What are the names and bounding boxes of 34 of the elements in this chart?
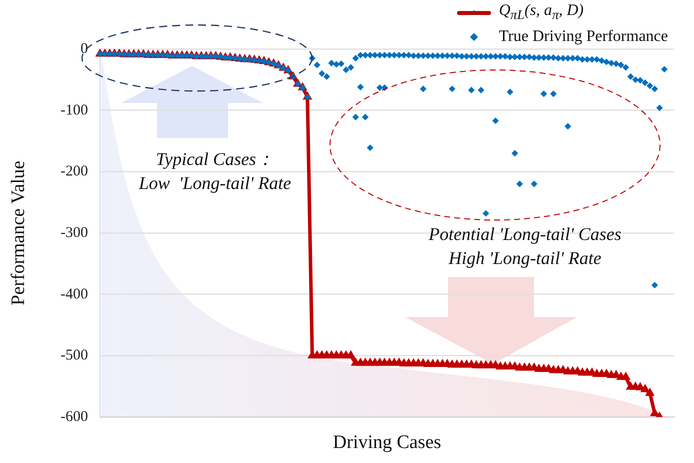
y-tick-label: -500	[60, 348, 88, 364]
point	[352, 114, 359, 120]
legend-label: Q$_{πL}$(s, a$_{π}$, D)	[498, 1, 584, 24]
point	[366, 144, 374, 152]
point	[540, 90, 548, 98]
point	[362, 114, 369, 120]
point	[651, 282, 658, 288]
point	[506, 88, 514, 96]
point	[661, 66, 668, 73]
point	[448, 86, 456, 92]
annotation: Typical Cases： Low 'Long-tail' Rate	[138, 148, 292, 195]
point	[530, 180, 538, 188]
legend-label: True Driving Performance	[498, 27, 668, 48]
y-tick-label: -400	[60, 286, 88, 302]
point	[516, 180, 523, 188]
point	[512, 150, 518, 157]
point	[492, 117, 499, 124]
point	[656, 104, 663, 112]
y-tick-label: -600	[60, 408, 88, 425]
y-tick-label: -300	[60, 224, 88, 241]
point	[357, 84, 364, 90]
x-axis-title: Driving Cases	[332, 432, 442, 454]
point	[420, 86, 426, 92]
point	[478, 86, 484, 94]
point	[564, 122, 572, 130]
point	[482, 210, 490, 217]
point	[550, 90, 557, 98]
annotation: Potential 'Long-tail' Cases High 'Long-tail' Rate	[428, 223, 622, 270]
y-tick-label: 0	[80, 40, 88, 57]
point	[468, 86, 475, 94]
y-tick-label: -100	[60, 102, 88, 118]
point	[376, 84, 384, 91]
y-axis-title: Performance Value	[8, 160, 30, 306]
y-tick-label: -200	[60, 164, 88, 180]
